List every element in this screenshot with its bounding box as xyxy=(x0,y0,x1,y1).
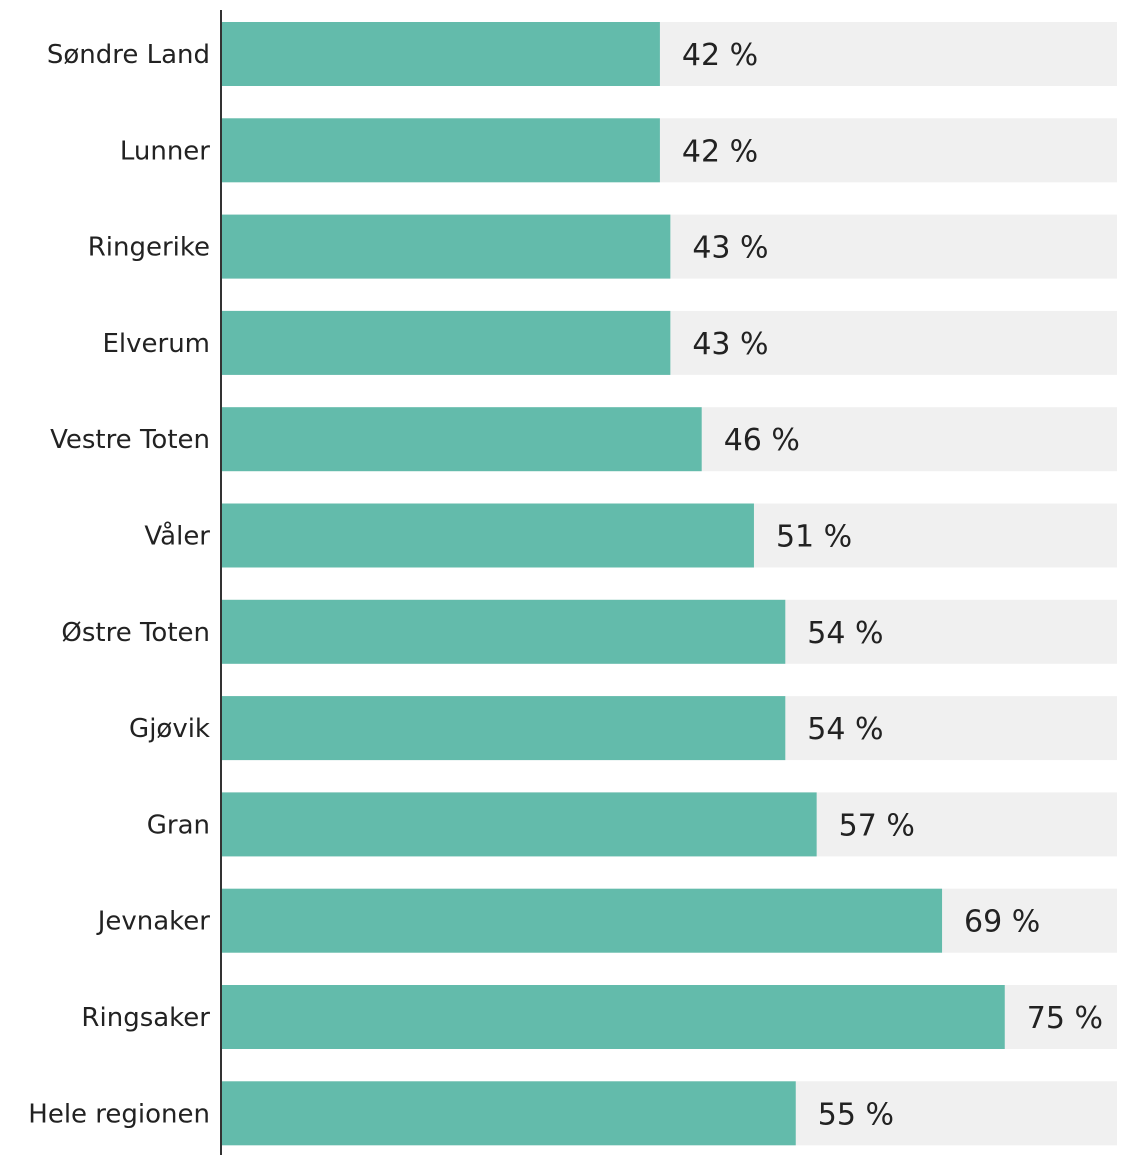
category-label: Vestre Toten xyxy=(50,425,210,455)
value-label: 57 % xyxy=(839,808,915,843)
bar xyxy=(221,310,671,375)
value-label: 51 % xyxy=(776,520,852,555)
category-label: Gran xyxy=(147,810,210,840)
bars xyxy=(221,22,1005,1146)
bar xyxy=(221,792,817,857)
value-label: 46 % xyxy=(724,423,800,458)
bar xyxy=(221,214,671,279)
category-label: Gjøvik xyxy=(129,714,210,744)
category-label: Østre Toten xyxy=(61,618,210,648)
bar xyxy=(221,985,1005,1049)
bar-tracks xyxy=(221,22,1117,1146)
value-label: 43 % xyxy=(692,231,768,266)
bar xyxy=(221,22,660,86)
bar xyxy=(221,118,660,183)
value-label: 43 % xyxy=(692,327,768,362)
value-labels: 42 % 42 % 43 % 43 % 46 % 51 % 54 % 54 % 57 % 69 %… xyxy=(682,38,1103,1132)
category-label: Elverum xyxy=(102,329,210,359)
bar xyxy=(221,407,702,472)
bar xyxy=(221,599,786,664)
value-label: 54 % xyxy=(807,616,883,651)
category-label: Søndre Land xyxy=(47,40,210,70)
value-label: 42 % xyxy=(682,38,758,73)
category-label: Ringsaker xyxy=(81,1003,210,1033)
category-label: Ringerike xyxy=(88,233,210,263)
category-labels: Søndre Land Lunner Ringerike Elverum Vestre … xyxy=(28,40,210,1129)
bar xyxy=(221,503,754,568)
category-label: Hele regionen xyxy=(28,1099,210,1129)
category-label: Jevnaker xyxy=(96,907,211,937)
category-label: Lunner xyxy=(120,136,210,166)
value-label: 55 % xyxy=(818,1097,894,1132)
category-label: Våler xyxy=(144,521,210,552)
value-label: 69 % xyxy=(964,905,1040,940)
value-label: 54 % xyxy=(807,712,883,747)
bar xyxy=(221,1081,796,1146)
value-label: 42 % xyxy=(682,134,758,169)
value-label: 75 % xyxy=(1027,1001,1103,1036)
bar xyxy=(221,696,786,761)
bar xyxy=(221,888,943,953)
